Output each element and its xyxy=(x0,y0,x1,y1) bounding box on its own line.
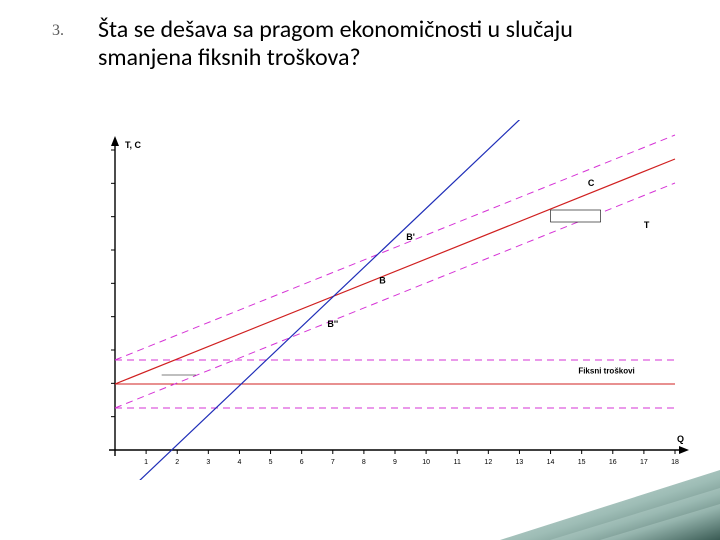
svg-text:B'': B'' xyxy=(327,319,338,329)
question-text: Šta se dešava sa pragom ekonomičnosti u … xyxy=(98,16,658,71)
svg-text:5: 5 xyxy=(269,459,273,466)
svg-text:Q: Q xyxy=(677,434,684,444)
svg-text:T, C: T, C xyxy=(125,140,142,150)
svg-text:B: B xyxy=(379,276,386,286)
svg-text:9: 9 xyxy=(393,459,397,466)
svg-text:1: 1 xyxy=(144,459,148,466)
svg-text:Fiksni troškovi: Fiksni troškovi xyxy=(578,367,634,376)
svg-text:6: 6 xyxy=(300,459,304,466)
svg-text:2: 2 xyxy=(175,459,179,466)
svg-text:B': B' xyxy=(406,232,415,242)
svg-text:7: 7 xyxy=(331,459,335,466)
svg-text:3: 3 xyxy=(206,459,210,466)
corner-accent xyxy=(460,460,720,540)
svg-text:8: 8 xyxy=(362,459,366,466)
svg-text:T: T xyxy=(644,220,650,230)
svg-text:C: C xyxy=(588,178,595,188)
breakeven-chart: T, CQ123456789101112131415161718CTBB'B''… xyxy=(60,120,690,480)
chart-svg: T, CQ123456789101112131415161718CTBB'B''… xyxy=(60,120,690,480)
question-number: 3. xyxy=(52,22,64,40)
svg-text:4: 4 xyxy=(237,459,241,466)
svg-text:10: 10 xyxy=(422,459,430,466)
